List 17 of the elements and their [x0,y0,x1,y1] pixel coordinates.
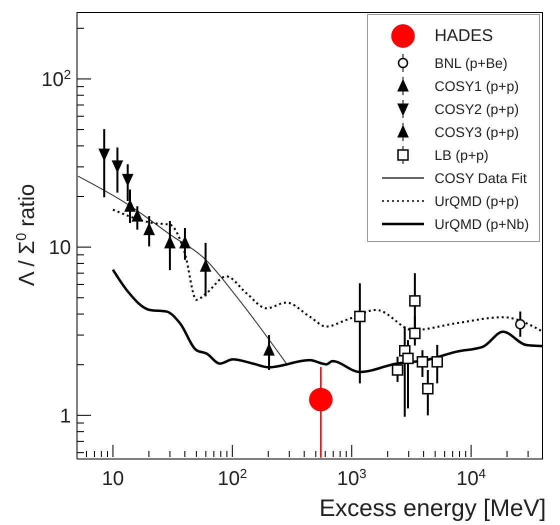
legend-label: UrQMD (p+Nb) [434,216,529,232]
x-tick-label: 10$^{3}$ [336,466,366,490]
y-tick-label: 10$^{2}$ [42,66,71,91]
legend-label: LB (p+p) [434,146,489,162]
y-tick-label: 10 [48,237,71,260]
legend-label: COSY2 (p+p) [434,100,519,116]
legend-label: HADES [434,26,494,46]
x-tick-label: 10$^{2}$ [218,466,248,490]
legend-label: UrQMD (p+p) [434,192,519,208]
legend-label: COSY1 (p+p) [434,78,519,94]
x-tick-label: 10 [102,468,124,490]
legend-label: COSY Data Fit [434,170,527,186]
x-axis-title: Excess energy [MeV] [319,495,546,523]
x-tick-label: 10$^{4}$ [456,466,486,490]
legend-label: BNL (p+Be) [434,54,508,70]
y-tick-label: 1 [60,405,71,428]
legend-label: COSY3 (p+p) [434,124,519,140]
